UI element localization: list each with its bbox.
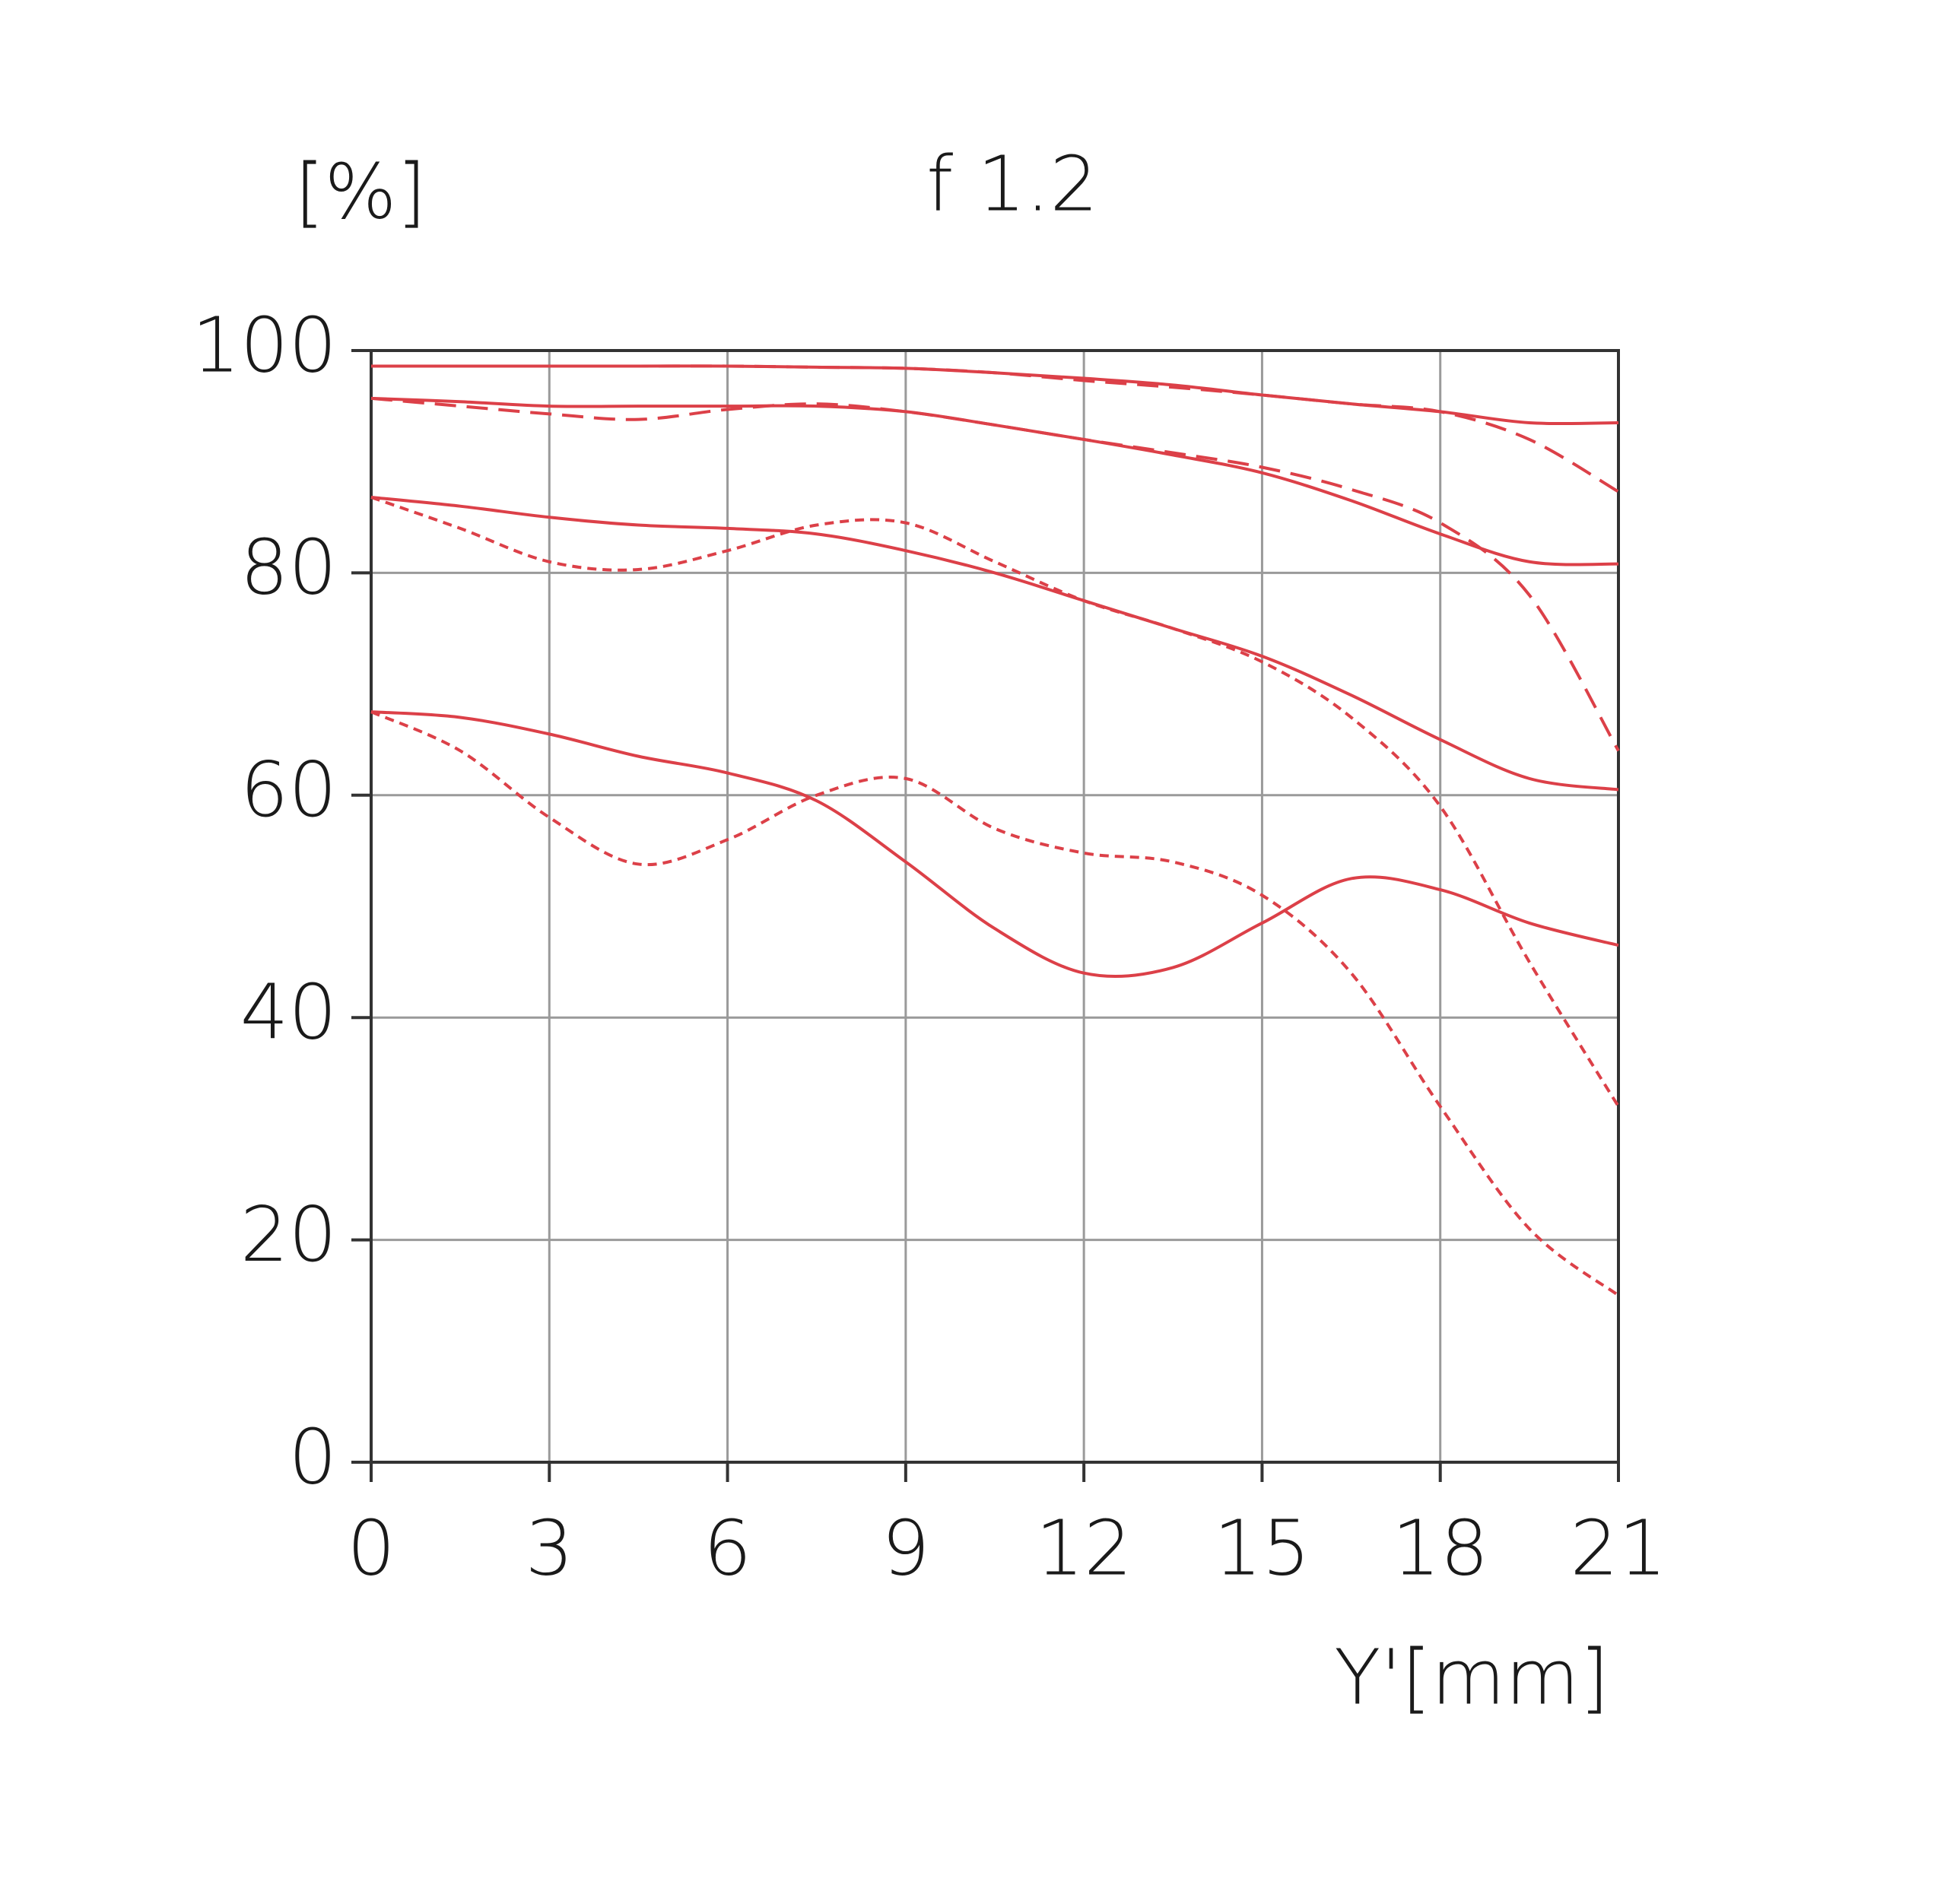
- mtf-line: [370, 396, 1619, 566]
- x-tick-label: 6: [704, 1503, 752, 1592]
- mtf-line: [370, 495, 1619, 792]
- mtf-line: [370, 396, 1620, 752]
- y-tick-label: 80: [240, 523, 337, 612]
- y-tick-label: 0: [288, 1412, 337, 1501]
- x-tick-label: 15: [1214, 1503, 1310, 1592]
- x-tick-label: 18: [1392, 1503, 1488, 1592]
- y-tick-label: 20: [240, 1190, 337, 1279]
- x-tick-label: 0: [347, 1503, 395, 1592]
- x-tick-label: 21: [1570, 1503, 1666, 1592]
- y-axis-label: [%]: [294, 147, 426, 236]
- x-tick-label: 12: [1036, 1503, 1132, 1592]
- mtf-line: [370, 496, 1620, 1108]
- y-tick-label: 40: [240, 967, 337, 1056]
- y-tick-label: 60: [240, 745, 337, 834]
- mtf-line: [371, 364, 1620, 493]
- x-axis-label: Y'[mm]: [1334, 1633, 1609, 1722]
- x-tick-label: 9: [881, 1503, 930, 1592]
- x-tick-label: 3: [525, 1503, 573, 1592]
- mtf-line: [371, 364, 1619, 426]
- mtf-line: [370, 710, 1619, 979]
- plot-frame: [370, 349, 1620, 1464]
- y-tick-label: 100: [192, 300, 337, 389]
- mtf-line: [370, 710, 1620, 1297]
- chart-title: f 1.2: [926, 139, 1098, 228]
